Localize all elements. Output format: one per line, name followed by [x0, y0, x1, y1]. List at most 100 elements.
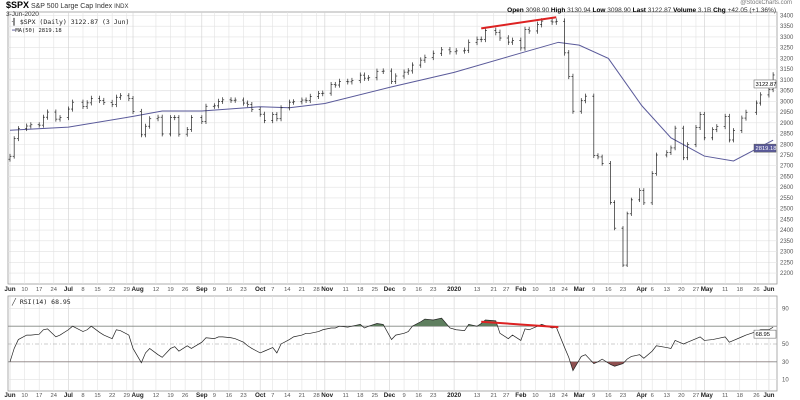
- price-bar: [212, 103, 216, 109]
- open-label: Open: [507, 7, 524, 14]
- price-bar: [510, 37, 514, 45]
- price-bar: [217, 98, 220, 109]
- price-bar: [362, 72, 366, 81]
- x-axis-label: 2020: [447, 392, 462, 399]
- price-bar: [483, 27, 487, 43]
- price-bar: [715, 124, 719, 133]
- watermark: @StockCharts.com: [740, 0, 792, 6]
- x-axis-label: Jun: [4, 392, 15, 399]
- x-axis-label: Dec: [384, 392, 396, 399]
- price-bar: [242, 97, 246, 106]
- price-bar: [144, 123, 148, 138]
- x-axis-label: May: [701, 286, 714, 293]
- price-bar: [527, 26, 531, 34]
- x-axis-label: 14: [284, 287, 291, 293]
- price-bar: [381, 68, 385, 74]
- x-axis-label: Jun: [763, 392, 774, 399]
- low-label: Low: [592, 7, 606, 14]
- price-bar: [110, 99, 114, 108]
- chg-value: +42.05 (+1.36%): [727, 7, 776, 14]
- x-axis-label: 9: [402, 287, 405, 293]
- x-axis-label: 10: [532, 393, 538, 399]
- rsi-divergence-line: [481, 320, 559, 329]
- price-bar: [119, 93, 123, 100]
- x-axis-label: 23: [620, 393, 626, 399]
- price-axis-label: 2950: [780, 110, 794, 116]
- ma50-box: [753, 143, 777, 153]
- x-axis-label: 12: [153, 287, 159, 293]
- x-axis-label: 13: [474, 393, 480, 399]
- x-axis-label: 27: [503, 287, 509, 293]
- price-bar: [567, 50, 571, 80]
- rsi-axis-label: 30: [782, 360, 789, 366]
- price-axis-label: 3000: [780, 99, 794, 105]
- x-axis-label: 23: [430, 287, 436, 293]
- x-axis-label: 25: [372, 393, 378, 399]
- price-bar: [156, 114, 160, 122]
- price-bar: [613, 200, 617, 231]
- x-axis-label: 21: [490, 393, 496, 399]
- x-axis-label: Apr: [636, 286, 647, 293]
- price-bar: [16, 126, 20, 142]
- ma-legend: ━MA(50) 2819.18: [12, 28, 62, 34]
- last-label: Last: [632, 7, 646, 14]
- price-bar: [479, 36, 483, 43]
- last-price-value: 3122.87: [756, 82, 777, 88]
- x-axis-label: 26: [182, 287, 188, 293]
- x-axis-label: 16: [605, 287, 611, 293]
- price-axis-label: 2700: [780, 164, 794, 170]
- x-axis-label: 16: [415, 287, 421, 293]
- x-axis-label: 10: [532, 287, 538, 293]
- price-bar: [173, 115, 177, 121]
- price-axis-label: 2450: [780, 217, 794, 223]
- price-bar: [423, 54, 427, 63]
- x-axis-label: 22: [109, 287, 115, 293]
- x-axis-label: 10: [21, 287, 27, 293]
- price-bar: [258, 106, 262, 117]
- price-bar: [498, 29, 502, 41]
- x-axis-label: Jul: [64, 286, 73, 293]
- x-axis-label: 21: [299, 287, 305, 293]
- x-axis-label: 15: [94, 287, 100, 293]
- high-label: High: [550, 7, 566, 14]
- x-axis-label: 13: [664, 287, 670, 293]
- price-bar: [394, 73, 398, 85]
- high-value: 3130.94: [567, 7, 591, 14]
- price-bar: [337, 78, 341, 88]
- price-bar: [346, 78, 350, 85]
- x-axis-label: 27: [503, 393, 509, 399]
- volume-value: 3.1B: [697, 7, 712, 14]
- x-axis-label: 18: [357, 287, 363, 293]
- price-bar: [292, 99, 296, 105]
- x-axis-label: Aug: [131, 392, 143, 399]
- volume-label: Volume: [673, 7, 697, 14]
- x-axis-label: 16: [415, 393, 421, 399]
- price-axis-label: 2550: [780, 196, 794, 202]
- price-bar: [54, 109, 58, 122]
- price-bar: [600, 154, 604, 166]
- price-bar: [665, 150, 669, 158]
- x-axis-label: 7: [271, 393, 274, 399]
- price-bar: [494, 27, 498, 36]
- price-axis-label: 2350: [780, 239, 794, 245]
- price-bar: [550, 18, 554, 25]
- price-axis-label: 3350: [780, 24, 794, 30]
- price-bar: [287, 99, 291, 111]
- price-bar: [419, 57, 423, 68]
- x-axis-label: 24: [51, 393, 58, 399]
- x-axis-label: 18: [737, 287, 743, 293]
- price-axis-label: 3200: [780, 56, 794, 62]
- price-bar: [448, 47, 452, 55]
- price-bar: [702, 111, 706, 141]
- x-axis-label: 26: [753, 287, 759, 293]
- x-axis-label: 7: [271, 287, 274, 293]
- price-bar: [711, 127, 715, 141]
- price-bar: [131, 95, 135, 114]
- price-bar: [723, 113, 727, 130]
- price-bar: [98, 95, 102, 104]
- x-axis-label: 11: [722, 393, 728, 399]
- x-axis-label: 24: [561, 287, 568, 293]
- rsi-axis-label: 50: [782, 342, 789, 348]
- x-axis-label: Feb: [515, 286, 526, 293]
- x-axis-label: 9: [213, 393, 216, 399]
